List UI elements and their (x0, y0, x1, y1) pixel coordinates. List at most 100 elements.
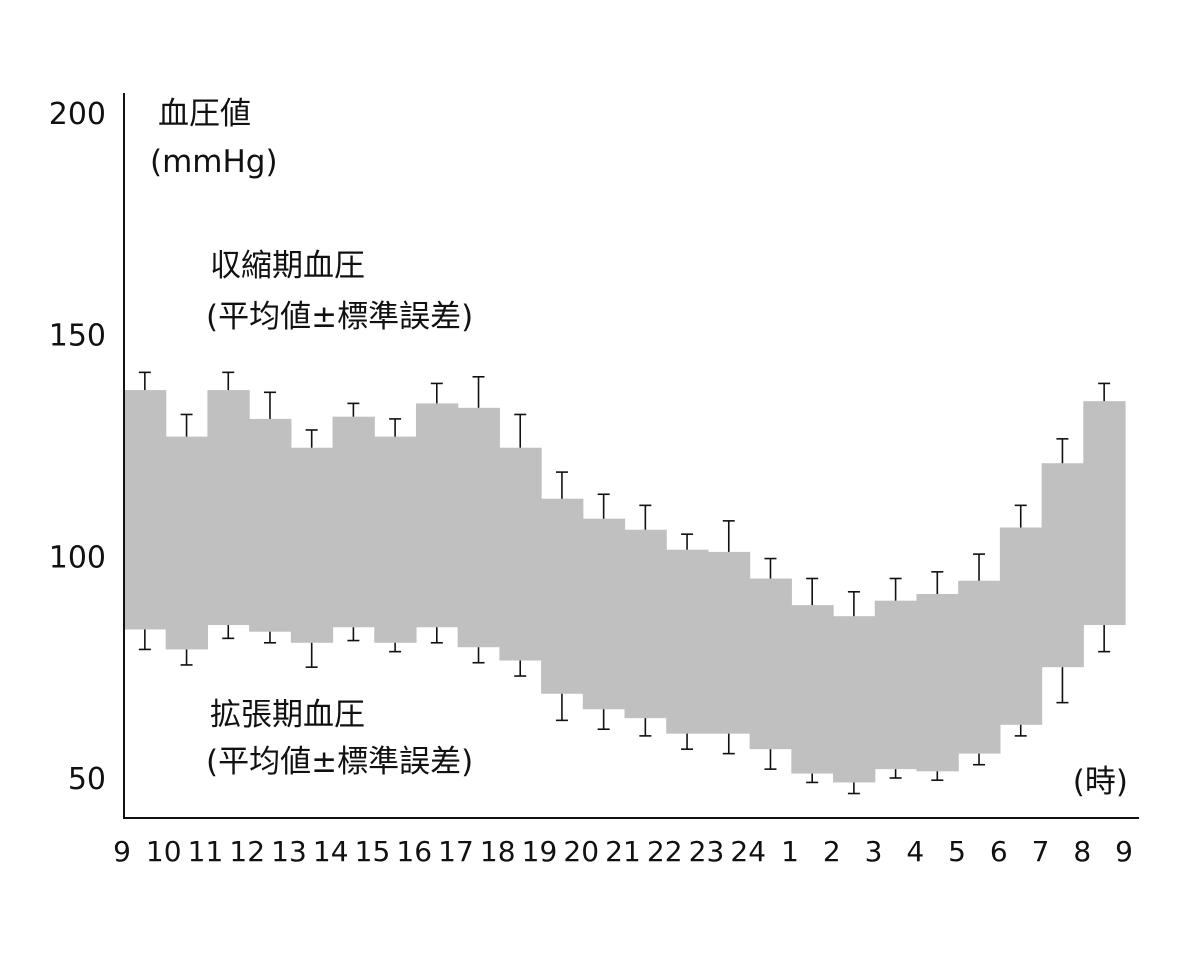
band-segment (707, 551, 751, 734)
diastolic-error-bar (973, 753, 986, 766)
diastolic-error-bar (1014, 724, 1027, 737)
x-tick-label: 15 (355, 835, 391, 868)
x-tick-label: 13 (271, 835, 307, 868)
x-tick-label: 14 (313, 835, 349, 868)
diastolic-series-label-line2: (平均値±標準誤差) (206, 744, 473, 780)
x-tick-label: 1 (781, 835, 799, 868)
systolic-series-label-line1: 収縮期血圧 (210, 248, 365, 284)
band-segment (666, 549, 709, 734)
diastolic-error-bar (389, 642, 402, 653)
systolic-series-label-line2: (平均値±標準誤差) (206, 299, 473, 335)
error-bar-layer (138, 371, 1111, 795)
diastolic-error-bar (263, 631, 276, 644)
diastolic-error-bar (1098, 625, 1111, 653)
y-tick-label: 150 (49, 319, 106, 354)
band-segment (1083, 401, 1126, 626)
systolic-error-bar (722, 520, 735, 552)
systolic-error-bar (1014, 504, 1027, 528)
band-segment (999, 527, 1043, 725)
x-tick-label: 8 (1073, 835, 1091, 868)
diastolic-error-bar (430, 627, 443, 644)
x-tick-label: 18 (480, 835, 516, 868)
band-segment (874, 600, 918, 770)
band-segment (290, 447, 334, 643)
diastolic-error-bar (764, 749, 777, 770)
systolic-error-bar (639, 504, 652, 530)
band-segment (958, 580, 1001, 754)
systolic-error-bar (681, 533, 694, 550)
x-tick-label: 10 (146, 835, 182, 868)
systolic-error-bar (889, 577, 902, 601)
diastolic-error-bar (681, 733, 694, 750)
systolic-error-bar (1098, 382, 1111, 402)
band-segment (415, 403, 459, 628)
x-tick-label: 2 (823, 835, 841, 868)
x-tick-label: 4 (906, 835, 924, 868)
diastolic-error-bar (222, 625, 235, 640)
band-segment (499, 447, 542, 661)
band-segment (165, 436, 209, 650)
systolic-error-bar (430, 382, 443, 404)
x-tick-label: 23 (689, 835, 725, 868)
diastolic-error-bar (138, 629, 151, 651)
band-segment (207, 390, 250, 626)
diastolic-error-bar (180, 649, 193, 666)
systolic-error-bar (263, 391, 276, 419)
band-segment (582, 518, 626, 710)
band-segment (541, 498, 584, 694)
band-segment (332, 416, 375, 628)
diastolic-error-bar (722, 733, 735, 755)
y-tick-label: 200 (49, 97, 106, 132)
band-segment (124, 390, 167, 630)
band-segment (791, 605, 834, 774)
systolic-error-bar (931, 571, 944, 595)
x-tick-label: 20 (563, 835, 599, 868)
systolic-error-bar (389, 418, 402, 437)
systolic-error-bar (806, 577, 819, 606)
x-tick-label: 22 (647, 835, 683, 868)
x-tick-label: 3 (865, 835, 883, 868)
x-tick-label: 6 (990, 835, 1008, 868)
band-segment (749, 578, 792, 750)
systolic-error-bar (222, 371, 235, 391)
y-tick-label: 50 (68, 762, 106, 797)
diastolic-error-bar (847, 782, 860, 795)
diastolic-error-bar (597, 709, 610, 731)
systolic-error-bar (347, 402, 360, 417)
y-tick-label: 100 (49, 540, 106, 575)
x-tick-label: 5 (948, 835, 966, 868)
x-tick-labels: 9 10 11 12 13 14 15 16 17 18 19 20 21 22 23 24 1 2 3 4 5 6 7 8 9 (113, 835, 1133, 868)
band-segment (249, 418, 292, 632)
systolic-error-bar (847, 590, 860, 617)
x-tick-label: 16 (396, 835, 432, 868)
diastolic-error-bar (806, 773, 819, 784)
band-segment (374, 436, 417, 643)
systolic-error-bar (1056, 438, 1069, 464)
x-tick-label: 12 (229, 835, 265, 868)
x-tick-label: 9 (1115, 835, 1133, 868)
systolic-error-bar (514, 413, 527, 448)
x-tick-label: 19 (522, 835, 558, 868)
diastolic-error-bar (347, 627, 360, 642)
band-segment (833, 616, 876, 783)
diastolic-error-bar (305, 642, 318, 668)
x-tick-label: 9 (113, 835, 131, 868)
systolic-error-bar (973, 553, 986, 581)
y-tick-labels: 200 150 100 50 (49, 97, 106, 797)
x-tick-label: 21 (605, 835, 641, 868)
diastolic-error-bar (1056, 667, 1069, 704)
y-axis-label-line2: (mmHg) (150, 144, 278, 180)
diastolic-error-bar (555, 693, 568, 722)
diastolic-error-bar (639, 718, 652, 737)
y-axis-label-line1: 血圧値 (158, 96, 251, 132)
x-tick-label: 17 (438, 835, 474, 868)
band-layer (124, 390, 1126, 783)
band-segment (1041, 463, 1084, 668)
band-segment (457, 407, 500, 648)
diastolic-error-bar (931, 771, 944, 782)
systolic-error-bar (305, 429, 318, 448)
diastolic-series-label-line1: 拡張期血圧 (210, 697, 365, 733)
systolic-error-bar (180, 413, 193, 437)
systolic-error-bar (472, 375, 485, 408)
systolic-error-bar (555, 471, 568, 499)
